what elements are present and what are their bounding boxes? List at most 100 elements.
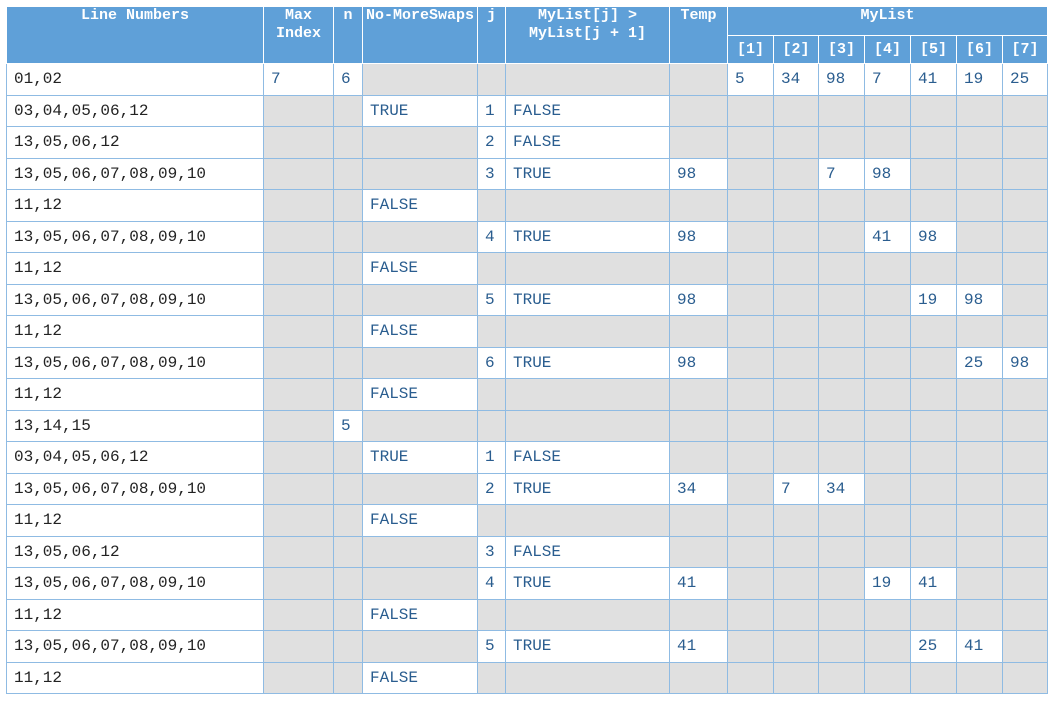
empty-cell: [864, 409, 911, 442]
table-cell: 4: [477, 567, 506, 600]
table-cell: 11,12: [6, 598, 264, 631]
empty-cell: [773, 315, 819, 348]
empty-cell: [263, 94, 334, 127]
empty-cell: [1001, 378, 1049, 411]
table-row: 11,12 FALSE: [6, 504, 1049, 537]
empty-cell: [864, 441, 911, 474]
empty-cell: [477, 378, 506, 411]
table-header: Line Numbers Max Index n No-MoreSwaps j MyLis…: [6, 6, 1049, 64]
column-header: Temp: [669, 6, 728, 64]
trace-table-container: Line Numbers Max Index n No-MoreSwaps j MyLis…: [6, 6, 1049, 694]
empty-cell: [727, 220, 774, 253]
table-row: 03,04,05,06,12 TRUE 1 FALSE: [6, 441, 1049, 474]
empty-cell: [362, 535, 478, 568]
empty-cell: [333, 472, 363, 505]
empty-cell: [263, 378, 334, 411]
empty-cell: [727, 567, 774, 600]
empty-cell: [818, 220, 865, 253]
table-cell: 01,02: [6, 63, 264, 96]
empty-cell: [477, 661, 506, 694]
table-cell: 5: [477, 630, 506, 663]
table-cell: TRUE: [505, 567, 670, 600]
empty-cell: [773, 94, 819, 127]
empty-cell: [362, 283, 478, 316]
table-cell: 34: [669, 472, 728, 505]
table-cell: 98: [1001, 346, 1049, 379]
empty-cell: [727, 157, 774, 190]
empty-cell: [333, 283, 363, 316]
empty-cell: [864, 189, 911, 222]
empty-cell: [669, 598, 728, 631]
table-row: 11,12 FALSE: [6, 252, 1049, 285]
empty-cell: [818, 661, 865, 694]
empty-cell: [362, 63, 478, 96]
empty-cell: [362, 126, 478, 159]
empty-cell: [1001, 157, 1049, 190]
empty-cell: [910, 378, 957, 411]
empty-cell: [727, 598, 774, 631]
sub-header-row: [1] [2] [3] [4] [5] [6] [7]: [7, 35, 1049, 64]
empty-cell: [818, 315, 865, 348]
table-cell: 7: [263, 63, 334, 96]
empty-cell: [333, 315, 363, 348]
empty-cell: [956, 441, 1003, 474]
column-header: No-MoreSwaps: [362, 6, 478, 64]
empty-cell: [362, 346, 478, 379]
empty-cell: [956, 189, 1003, 222]
empty-cell: [910, 94, 957, 127]
empty-cell: [818, 346, 865, 379]
empty-cell: [1001, 189, 1049, 222]
empty-cell: [333, 189, 363, 222]
table-row: 11,12 FALSE: [6, 189, 1049, 222]
table-cell: 19: [910, 283, 957, 316]
empty-cell: [818, 126, 865, 159]
table-cell: TRUE: [362, 94, 478, 127]
table-row: 13,05,06,07,08,09,10 4 TRUE 98 41 98: [6, 220, 1049, 253]
empty-cell: [727, 504, 774, 537]
empty-cell: [263, 315, 334, 348]
empty-cell: [773, 504, 819, 537]
table-row: 11,12 FALSE: [6, 315, 1049, 348]
empty-cell: [263, 630, 334, 663]
table-cell: 98: [818, 63, 865, 96]
table-row: 11,12 FALSE: [6, 661, 1049, 694]
table-cell: 13,05,06,07,08,09,10: [6, 157, 264, 190]
table-cell: FALSE: [362, 189, 478, 222]
header-row: Line Numbers Max Index n No-MoreSwaps j MyLis…: [6, 6, 1049, 64]
table-cell: 13,05,06,07,08,09,10: [6, 630, 264, 663]
empty-cell: [818, 252, 865, 285]
empty-cell: [1001, 126, 1049, 159]
empty-cell: [910, 409, 957, 442]
empty-cell: [818, 283, 865, 316]
table-cell: 1: [477, 441, 506, 474]
empty-cell: [727, 661, 774, 694]
empty-cell: [910, 441, 957, 474]
empty-cell: [818, 630, 865, 663]
empty-cell: [505, 315, 670, 348]
table-row: 13,05,06,07,08,09,10 3 TRUE 98 7 98: [6, 157, 1049, 190]
table-cell: 13,05,06,12: [6, 126, 264, 159]
empty-cell: [669, 535, 728, 568]
empty-cell: [727, 283, 774, 316]
empty-cell: [477, 189, 506, 222]
empty-cell: [864, 598, 911, 631]
table-cell: 2: [477, 126, 506, 159]
empty-cell: [818, 378, 865, 411]
column-header: Max Index: [263, 6, 334, 64]
empty-cell: [505, 504, 670, 537]
table-cell: 3: [477, 157, 506, 190]
table-cell: 41: [669, 567, 728, 600]
column-header: Line Numbers: [6, 6, 264, 64]
sub-header: [4]: [864, 35, 911, 64]
empty-cell: [362, 157, 478, 190]
column-header: j: [477, 6, 506, 64]
table-cell: 03,04,05,06,12: [6, 94, 264, 127]
empty-cell: [263, 504, 334, 537]
empty-cell: [263, 441, 334, 474]
empty-cell: [263, 252, 334, 285]
empty-cell: [727, 189, 774, 222]
empty-cell: [333, 567, 363, 600]
empty-cell: [864, 472, 911, 505]
sub-header: [6]: [956, 35, 1003, 64]
table-cell: 98: [669, 283, 728, 316]
